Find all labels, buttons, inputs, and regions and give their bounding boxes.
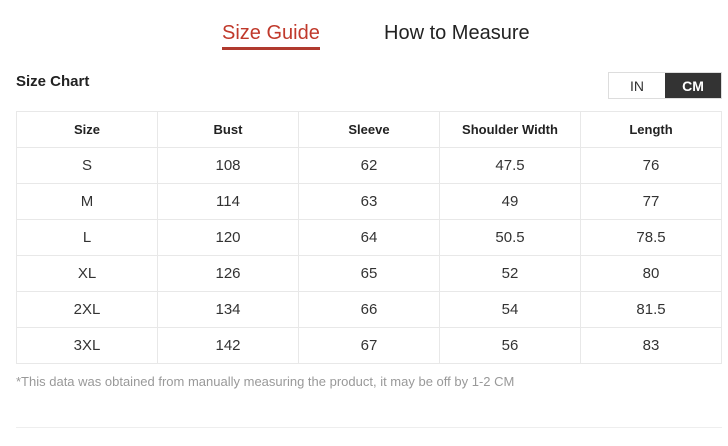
table-cell: 2XL [16,291,158,328]
table-cell: 47.5 [439,147,581,184]
table-cell: 108 [157,147,299,184]
table-cell: 114 [157,183,299,220]
table-cell: 80 [580,255,722,292]
table-row: L 120 64 50.5 78.5 [16,219,722,256]
table-cell: 65 [298,255,440,292]
table-cell: 78.5 [580,219,722,256]
table-row: 2XL 134 66 54 81.5 [16,291,722,328]
table-cell: 67 [298,327,440,364]
header-shoulder-width: Shoulder Width [439,111,581,148]
table-cell: M [16,183,158,220]
table-cell: 54 [439,291,581,328]
table-cell: 50.5 [439,219,581,256]
table-row: XL 126 65 52 80 [16,255,722,292]
size-table: Size Bust Sleeve Shoulder Width Length S… [16,111,722,364]
table-cell: 134 [157,291,299,328]
table-cell: S [16,147,158,184]
disclaimer-note: *This data was obtained from manually me… [16,374,515,389]
table-cell: 63 [298,183,440,220]
header-size: Size [16,111,158,148]
table-cell: 126 [157,255,299,292]
table-cell: 81.5 [580,291,722,328]
table-cell: 77 [580,183,722,220]
table-cell: 66 [298,291,440,328]
table-cell: 62 [298,147,440,184]
table-header-row: Size Bust Sleeve Shoulder Width Length [16,111,722,148]
table-cell: 76 [580,147,722,184]
tab-size-guide[interactable]: Size Guide [222,22,320,50]
divider [16,427,722,428]
tab-bar: Size Guide How to Measure [0,22,728,56]
unit-in-button[interactable]: IN [630,77,644,94]
section-title: Size Chart [16,73,90,90]
unit-cm-button[interactable]: CM [665,73,721,98]
header-sleeve: Sleeve [298,111,440,148]
table-row: M 114 63 49 77 [16,183,722,220]
table-cell: 52 [439,255,581,292]
table-cell: 83 [580,327,722,364]
table-row: S 108 62 47.5 76 [16,147,722,184]
table-cell: 120 [157,219,299,256]
table-cell: XL [16,255,158,292]
table-cell: 3XL [16,327,158,364]
table-cell: L [16,219,158,256]
tab-how-to-measure[interactable]: How to Measure [384,22,530,44]
header-length: Length [580,111,722,148]
table-cell: 49 [439,183,581,220]
table-cell: 64 [298,219,440,256]
unit-toggle: IN CM [608,72,722,99]
header-bust: Bust [157,111,299,148]
table-cell: 56 [439,327,581,364]
table-row: 3XL 142 67 56 83 [16,327,722,364]
table-cell: 142 [157,327,299,364]
